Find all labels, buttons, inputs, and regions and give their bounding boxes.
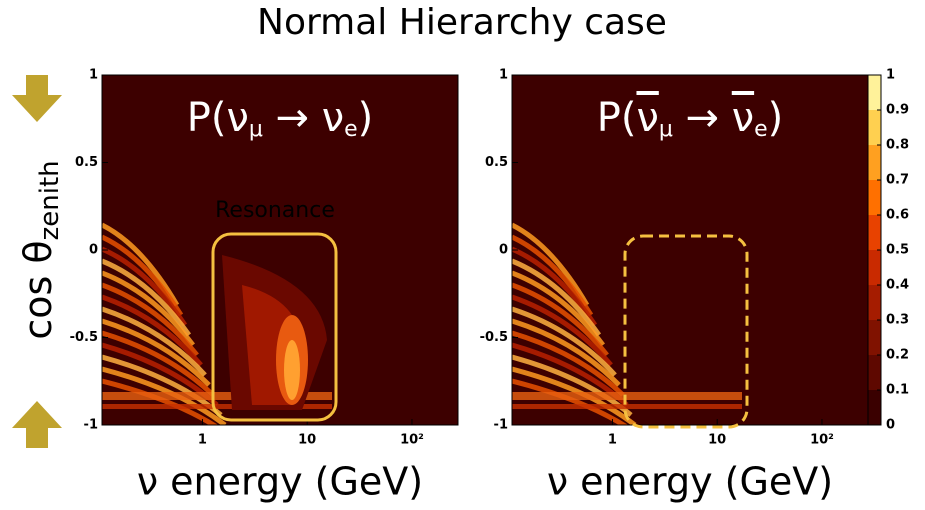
heat-pattern <box>512 330 625 397</box>
heat-pattern <box>102 282 199 357</box>
colorbar-tick-label: 0.7 <box>886 173 909 188</box>
panel-title-part: ) <box>768 95 784 141</box>
heat-pattern <box>102 258 192 337</box>
resonance-box <box>623 234 749 429</box>
heat-pattern <box>512 318 621 387</box>
y-tick-label: 0.5 <box>485 155 508 170</box>
y-tick-label: -1 <box>84 418 98 433</box>
heat-pattern <box>102 294 203 367</box>
colorbar-cell <box>868 355 881 390</box>
colorbar-tick-label: 0 <box>886 418 895 433</box>
heat-pattern <box>102 318 211 387</box>
heat-pattern <box>284 340 300 400</box>
panel-title-part: → <box>673 95 732 141</box>
heatmap <box>102 75 458 425</box>
x-tick-label: 10 <box>708 433 726 448</box>
heat-pattern <box>102 330 215 397</box>
arrow-down <box>12 75 62 122</box>
x-tick-label: 1 <box>608 433 617 448</box>
heat-pattern <box>512 222 590 307</box>
heat-pattern <box>102 270 195 347</box>
panel-title-part: e <box>344 117 358 142</box>
y-tick-label: -0.5 <box>480 330 508 345</box>
colorbar-cell <box>868 250 881 285</box>
y-tick-label: -1 <box>494 418 508 433</box>
panel-title-part: ν <box>732 95 754 141</box>
heat-pattern <box>102 234 184 317</box>
arrow-up <box>12 401 62 448</box>
panel-title-part: μ <box>659 117 673 142</box>
colorbar-tick-label: 0.6 <box>886 208 909 223</box>
colorbar-tick-label: 0.3 <box>886 313 909 328</box>
heat-pattern <box>102 404 332 409</box>
y-tick-label: -0.5 <box>70 330 98 345</box>
resonance-box <box>211 232 338 422</box>
colorbar-tick-label: 0.8 <box>886 138 909 153</box>
colorbar-cell <box>868 145 881 180</box>
y-axis-label: cos θzenith <box>16 160 65 339</box>
colorbar-cell <box>868 285 881 320</box>
x-tick-label: 10² <box>810 433 834 448</box>
heat-pattern <box>512 270 605 347</box>
figure-title: Normal Hierarchy case <box>257 2 667 43</box>
colorbar-tick-label: 0.9 <box>886 103 909 118</box>
y-tick-label: 1 <box>89 68 98 83</box>
x-tick-label: 10² <box>400 433 424 448</box>
colorbar-cell <box>868 390 881 425</box>
colorbar-tick-label: 0.5 <box>886 243 909 258</box>
colorbar-tick-label: 0.4 <box>886 278 909 293</box>
panel-title-part: P( <box>597 95 637 141</box>
heat-pattern <box>512 246 598 327</box>
x-tick-label: 1 <box>198 433 207 448</box>
colorbar-tick-label: 0.2 <box>886 348 909 363</box>
x-axis-label: ν energy (GeV) <box>547 460 833 504</box>
heat-pattern <box>512 258 602 337</box>
y-label-main: cos θ <box>16 240 60 339</box>
heat-pattern <box>102 392 332 400</box>
colorbar-cell <box>868 215 881 250</box>
panel-title: P(νμ → νe) <box>187 95 374 142</box>
y-tick-label: 0 <box>89 243 98 258</box>
panel-title: P(νμ → νe) <box>597 95 784 142</box>
y-tick-label: 0.5 <box>75 155 98 170</box>
panel-title-part: ν <box>226 95 248 141</box>
panel-title-part: ν <box>636 95 658 141</box>
y-tick-label: 0 <box>499 243 508 258</box>
heat-pattern <box>512 282 609 357</box>
panel-title-part: μ <box>249 117 263 142</box>
colorbar-cell <box>868 320 881 355</box>
heat-pattern <box>512 306 617 377</box>
heat-pattern <box>512 234 594 317</box>
x-axis-label: ν energy (GeV) <box>137 460 423 504</box>
colorbar-tick-label: 0.1 <box>886 383 909 398</box>
colorbar-cell <box>868 110 881 145</box>
y-tick-label: 1 <box>499 68 508 83</box>
panel-title-part: ν <box>322 95 344 141</box>
heat-pattern <box>512 294 613 367</box>
heat-pattern <box>102 222 180 307</box>
heat-pattern <box>102 246 188 327</box>
panel-title-part: → <box>263 95 322 141</box>
colorbar-cell <box>868 75 881 110</box>
y-label-sub: zenith <box>35 160 65 240</box>
panel-title-part: ) <box>358 95 374 141</box>
heatmap <box>512 75 868 425</box>
heat-pattern <box>512 392 742 400</box>
annotation: Resonance <box>215 198 335 223</box>
colorbar-tick-label: 1 <box>886 68 895 83</box>
heat-pattern <box>102 306 207 377</box>
colorbar-cell <box>868 180 881 215</box>
x-tick-label: 10 <box>298 433 316 448</box>
panel-title-part: e <box>754 117 768 142</box>
panel-title-part: P( <box>187 95 227 141</box>
heat-pattern <box>512 404 742 409</box>
